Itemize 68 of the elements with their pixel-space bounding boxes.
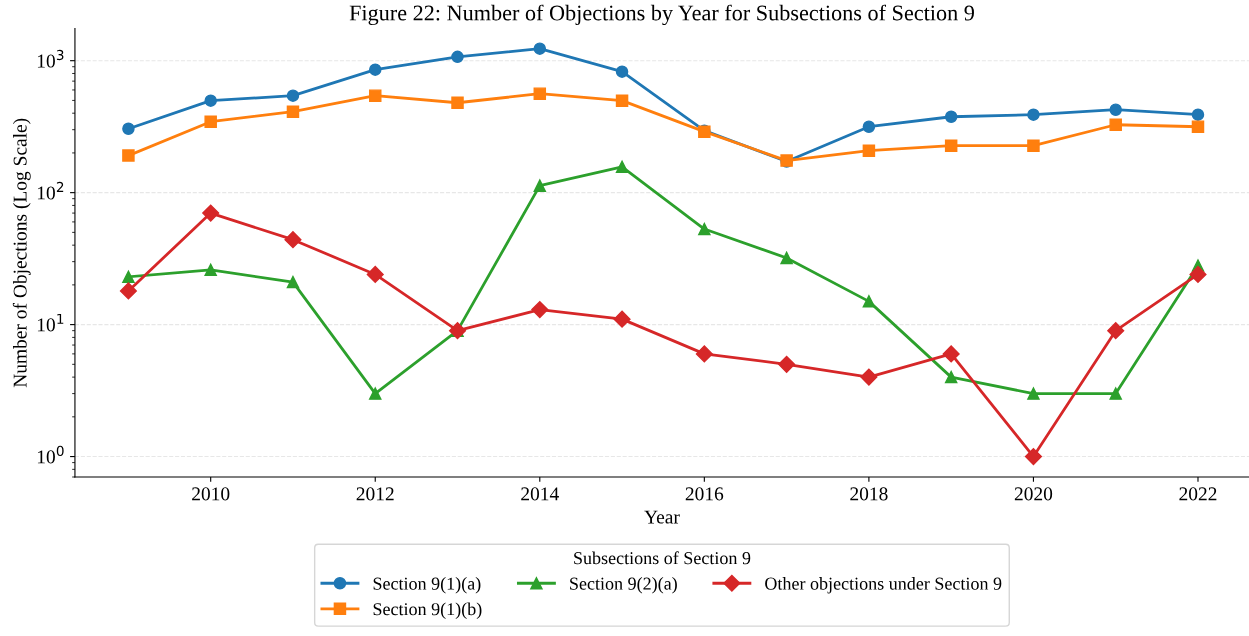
point <box>204 115 217 128</box>
point <box>368 89 382 102</box>
point <box>862 295 876 308</box>
chart-title: Figure 22: Number of Objections by Year for Subsections of Section 9 <box>349 4 974 26</box>
point <box>368 63 382 76</box>
point <box>286 105 300 118</box>
point <box>780 251 793 265</box>
x-tick-label: 2018 <box>850 487 888 501</box>
y-tick-label: 10$^{1}$ <box>37 313 64 332</box>
point <box>1027 139 1040 152</box>
point <box>533 87 547 100</box>
point <box>122 122 135 135</box>
point <box>366 265 384 283</box>
point <box>1109 103 1122 116</box>
y-tick-label: 10$^{2}$ <box>37 181 64 200</box>
x-tick-label: 2010 <box>192 487 230 501</box>
point <box>122 149 135 162</box>
legend-label: Section 9(1)(a) <box>373 577 481 594</box>
point <box>286 89 300 102</box>
point <box>284 231 302 249</box>
point <box>944 370 958 384</box>
x-tick-label: 2020 <box>1014 487 1053 501</box>
point <box>698 222 711 236</box>
point <box>778 355 796 373</box>
point <box>615 65 629 78</box>
point <box>613 310 631 328</box>
legend-title: Subsections of Section 9 <box>574 551 751 565</box>
y-axis-title: Number of Objections (Log Scale) <box>12 118 31 388</box>
point <box>944 110 958 123</box>
point <box>204 263 217 277</box>
point <box>368 387 382 400</box>
point <box>531 301 549 319</box>
point <box>862 120 876 133</box>
point <box>1027 387 1040 400</box>
legend-label: Other objections under Section 9 <box>765 577 1002 594</box>
y-tick-label: 10$^{3}$ <box>37 49 64 68</box>
point <box>1191 108 1205 121</box>
y-tick-label: 10$^{0}$ <box>37 445 64 464</box>
point <box>1107 322 1125 340</box>
point <box>1024 448 1042 466</box>
point <box>1027 108 1040 121</box>
x-tick-label: 2014 <box>521 487 559 501</box>
x-tick-label: 2022 <box>1179 487 1217 501</box>
point <box>533 179 547 192</box>
point <box>1109 118 1122 131</box>
point <box>862 144 876 157</box>
point <box>204 94 217 107</box>
point <box>451 50 464 64</box>
point <box>119 282 137 300</box>
point <box>1191 120 1205 133</box>
point <box>695 345 713 363</box>
point <box>944 139 958 152</box>
point <box>202 204 220 222</box>
point <box>1189 265 1207 283</box>
point <box>1109 387 1122 400</box>
legend-label: Section 9(1)(b) <box>373 602 482 619</box>
point <box>122 270 135 284</box>
point <box>615 160 629 174</box>
point <box>615 94 629 107</box>
point <box>286 275 300 289</box>
point <box>533 42 547 55</box>
x-tick-label: 2016 <box>685 487 724 501</box>
x-axis-title: Year <box>644 510 680 524</box>
point <box>860 368 878 386</box>
point <box>451 96 464 110</box>
x-tick-label: 2012 <box>356 487 394 501</box>
point <box>942 345 960 363</box>
legend-label: Section 9(2)(a) <box>570 577 677 594</box>
